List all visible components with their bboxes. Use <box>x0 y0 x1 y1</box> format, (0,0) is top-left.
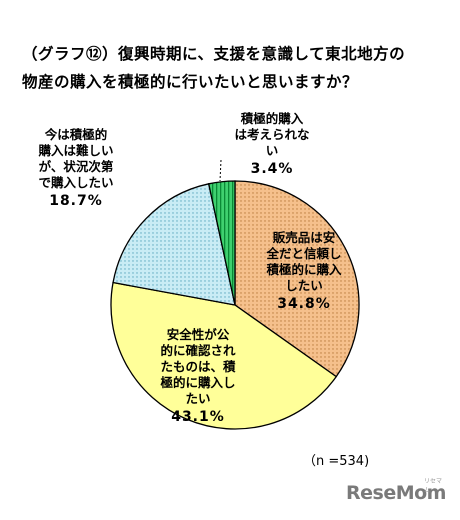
slice-label-3-line-1: 積極的購入 <box>240 111 304 126</box>
slice-label-2-line-3: が、状況次第 <box>38 159 114 174</box>
slice-pct-0: 34.8% <box>277 296 331 312</box>
pie-slice-2 <box>112 183 236 306</box>
slice-label-1-line-3: たものは、積 <box>160 359 236 374</box>
slice-label-2: 今は積極的 購入は難しい が、状況次第 で購入したい 18.7% <box>20 127 132 209</box>
slice-label-1-line-1: 安全性が公 <box>166 327 230 342</box>
chart-title: （グラフ⑫）復興時期に、支援を意識して東北地方の 物産の購入を積極的に行いたいと… <box>22 40 452 96</box>
slice-label-1-line-2: 的に確認され <box>160 343 236 358</box>
slice-label-0-line-1: 販売品は安 <box>272 230 336 245</box>
slice-label-1: 安全性が公 的に確認され たものは、積 極的に購入し たい 43.1% <box>142 327 254 425</box>
slice-label-1-line-5: たい <box>185 391 211 406</box>
slice-label-2-line-4: で購入したい <box>38 175 114 190</box>
brand-name: ReseMom <box>346 482 446 504</box>
sample-size-note: （n =534) <box>303 454 370 469</box>
pie-slice-3 <box>207 180 236 306</box>
brand-sub: リセマム <box>424 478 443 494</box>
pie-slice-1 <box>110 281 338 430</box>
slice-label-3: 積極的購入 は考えられな い 3.4% <box>222 111 322 177</box>
slice-label-2-line-2: 購入は難しい <box>38 143 114 158</box>
slice-label-0: 販売品は安 全だと信頼し 積極的に購入 したい 34.8% <box>257 230 351 312</box>
title-line-1: （グラフ⑫）復興時期に、支援を意識して東北地方の <box>22 45 406 63</box>
leader-line-3 <box>219 159 222 182</box>
pie-slice-0 <box>234 180 360 378</box>
slice-label-2-line-1: 今は積極的 <box>44 127 108 142</box>
slice-pct-1: 43.1% <box>171 409 225 425</box>
slice-label-0-line-2: 全だと信頼し <box>266 246 342 261</box>
slice-label-0-line-4: したい <box>285 278 323 293</box>
slice-pct-2: 18.7% <box>49 193 103 209</box>
slice-label-3-line-3: い <box>265 143 279 158</box>
slice-label-1-line-4: 極的に購入し <box>160 375 236 390</box>
resemom-logo: ReseMom リセマム <box>346 478 446 504</box>
title-line-2: 物産の購入を積極的に行いたいと思いますか？ <box>22 73 359 91</box>
slice-pct-3: 3.4% <box>250 161 294 177</box>
slice-label-3-line-2: は考えられな <box>234 127 310 142</box>
slice-label-0-line-3: 積極的に購入 <box>266 262 342 277</box>
